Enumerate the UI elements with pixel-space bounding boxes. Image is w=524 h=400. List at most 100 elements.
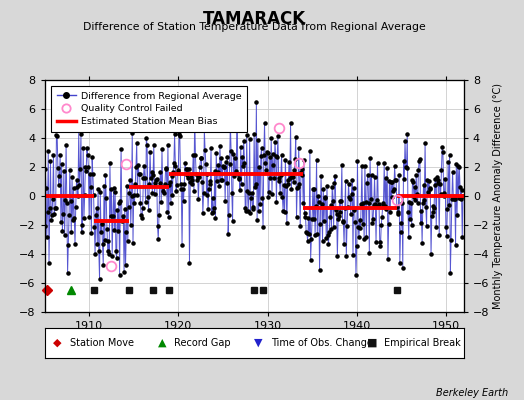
Point <box>241 204 249 211</box>
Point <box>369 201 378 208</box>
Point <box>184 166 193 172</box>
Point <box>334 216 342 222</box>
Point <box>424 189 432 195</box>
Point <box>416 156 424 162</box>
Point <box>160 190 168 196</box>
Point <box>451 241 460 248</box>
Point <box>217 155 226 161</box>
Point <box>366 155 374 162</box>
Point <box>150 191 159 197</box>
Point <box>401 138 409 144</box>
Point <box>380 160 388 167</box>
Point <box>307 256 315 263</box>
Point <box>145 207 153 213</box>
Text: Berkeley Earth: Berkeley Earth <box>436 388 508 398</box>
Point <box>257 153 265 159</box>
Point <box>409 179 418 185</box>
Point <box>384 256 392 262</box>
Point <box>103 226 111 232</box>
Point <box>143 142 151 149</box>
Point <box>261 160 269 166</box>
Point <box>212 150 221 157</box>
Point <box>333 253 342 260</box>
Point <box>165 214 173 221</box>
Point <box>230 173 238 180</box>
Point <box>85 214 93 220</box>
Point <box>232 170 241 177</box>
Point <box>101 236 109 243</box>
Point <box>216 176 225 183</box>
Point <box>224 230 232 237</box>
Point <box>96 189 104 195</box>
Point <box>214 162 223 168</box>
Point <box>277 172 285 178</box>
Point <box>97 221 106 227</box>
Point <box>42 185 50 192</box>
Point <box>136 200 145 206</box>
Point <box>139 175 148 182</box>
Point <box>242 208 250 214</box>
Point <box>392 204 401 210</box>
Point <box>226 120 235 126</box>
Point <box>253 217 261 223</box>
Point <box>203 171 212 177</box>
Point <box>196 155 205 162</box>
Point <box>66 167 74 174</box>
Point <box>332 207 340 214</box>
Point <box>135 170 143 177</box>
Point <box>351 219 359 226</box>
Point <box>372 239 380 246</box>
Point <box>364 171 372 178</box>
Point <box>405 234 413 241</box>
Point <box>303 230 311 236</box>
Point <box>286 175 294 182</box>
Point <box>373 197 381 204</box>
Point <box>89 170 97 177</box>
Point <box>258 195 267 202</box>
Point <box>396 260 404 266</box>
Point <box>140 175 149 182</box>
Point <box>276 190 285 196</box>
Point <box>216 143 224 149</box>
Point <box>412 172 420 178</box>
Point <box>101 172 110 178</box>
Point <box>184 174 192 181</box>
Point <box>45 260 53 266</box>
Point <box>204 206 212 212</box>
Point <box>452 161 461 167</box>
Point <box>378 202 387 208</box>
Point <box>132 164 140 170</box>
Point <box>192 171 200 178</box>
Point <box>187 174 195 180</box>
Point <box>436 181 444 187</box>
Point <box>312 156 321 163</box>
Text: ◆: ◆ <box>53 338 61 348</box>
Point <box>44 147 52 154</box>
Point <box>359 200 368 206</box>
Point <box>305 148 314 154</box>
Point <box>328 184 336 190</box>
Point <box>171 162 180 169</box>
Point <box>273 154 281 160</box>
Point <box>287 120 295 126</box>
Point <box>60 168 68 174</box>
Point <box>434 180 443 186</box>
Point <box>205 178 214 184</box>
Point <box>387 179 395 185</box>
Point <box>124 204 133 210</box>
Point <box>48 212 56 218</box>
Point <box>172 188 180 194</box>
Point <box>125 190 134 196</box>
Point <box>429 202 438 209</box>
Point <box>294 183 302 190</box>
Point <box>257 145 266 151</box>
Point <box>61 197 70 203</box>
Point <box>204 186 213 193</box>
Point <box>237 181 246 187</box>
Point <box>287 185 296 192</box>
Point <box>78 222 86 228</box>
Text: Difference of Station Temperature Data from Regional Average: Difference of Station Temperature Data f… <box>83 22 425 32</box>
Point <box>365 250 374 256</box>
Point <box>358 220 367 227</box>
Point <box>343 223 351 229</box>
